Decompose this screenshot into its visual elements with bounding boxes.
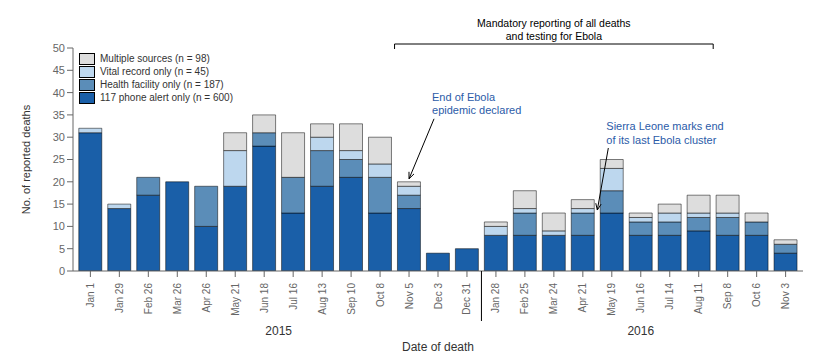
svg-text:Aug 13: Aug 13 xyxy=(317,283,328,315)
svg-text:Jun 18: Jun 18 xyxy=(259,283,270,313)
svg-text:Apr 21: Apr 21 xyxy=(577,283,588,313)
svg-text:Apr 26: Apr 26 xyxy=(201,283,212,313)
svg-text:50: 50 xyxy=(53,42,65,54)
svg-text:15: 15 xyxy=(53,198,65,210)
svg-text:2016: 2016 xyxy=(627,324,654,338)
svg-text:Nov 3: Nov 3 xyxy=(780,283,791,310)
svg-text:Dec 31: Dec 31 xyxy=(461,283,472,315)
html-text:117 phone alert only (n = 600): 117 phone alert only (n = 600) xyxy=(100,92,233,103)
svg-text:Feb 25: Feb 25 xyxy=(519,283,530,315)
svg-text:Mandatory reporting of all dea: Mandatory reporting of all deathsand tes… xyxy=(477,17,631,42)
svg-text:30: 30 xyxy=(53,131,65,143)
svg-text:Jun 16: Jun 16 xyxy=(635,283,646,313)
html-text:Vital record only (n = 45): Vital record only (n = 45) xyxy=(100,66,209,77)
svg-text:Oct 8: Oct 8 xyxy=(375,283,386,307)
svg-text:Jan 1: Jan 1 xyxy=(85,283,96,308)
svg-text:0: 0 xyxy=(59,265,65,277)
svg-text:Jan 29: Jan 29 xyxy=(114,283,125,313)
svg-text:Jan 28: Jan 28 xyxy=(490,283,501,313)
svg-text:Jul 14: Jul 14 xyxy=(664,283,675,310)
html-text:Multiple sources (n = 98): Multiple sources (n = 98) xyxy=(100,53,210,64)
svg-text:Mar 26: Mar 26 xyxy=(172,283,183,315)
svg-text:5: 5 xyxy=(59,243,65,255)
svg-text:Jul 16: Jul 16 xyxy=(288,283,299,310)
svg-text:May 21: May 21 xyxy=(230,283,241,316)
svg-text:2015: 2015 xyxy=(265,324,292,338)
svg-text:Oct 6: Oct 6 xyxy=(751,283,762,307)
svg-text:May 19: May 19 xyxy=(606,283,617,316)
svg-text:40: 40 xyxy=(53,87,65,99)
html-text:Health facility only (n = 187): Health facility only (n = 187) xyxy=(100,79,224,90)
svg-text:10: 10 xyxy=(53,220,65,232)
svg-text:35: 35 xyxy=(53,109,65,121)
svg-text:Dec 3: Dec 3 xyxy=(433,283,444,310)
svg-text:20: 20 xyxy=(53,176,65,188)
svg-text:Sep 10: Sep 10 xyxy=(346,283,357,315)
svg-text:Date of death: Date of death xyxy=(402,340,474,354)
svg-text:45: 45 xyxy=(53,64,65,76)
svg-text:No. of reported deaths: No. of reported deaths xyxy=(20,104,32,214)
svg-text:End of Ebolaepidemic declared: End of Ebolaepidemic declared xyxy=(432,91,521,116)
svg-text:Mar 24: Mar 24 xyxy=(548,283,559,315)
svg-text:Sierra Leone marks endof its l: Sierra Leone marks endof its last Ebola … xyxy=(606,120,723,145)
svg-text:Aug 11: Aug 11 xyxy=(693,283,704,314)
svg-text:Nov 5: Nov 5 xyxy=(404,283,415,310)
svg-text:Feb 26: Feb 26 xyxy=(143,283,154,315)
svg-text:Sep 8: Sep 8 xyxy=(722,283,733,310)
svg-text:25: 25 xyxy=(53,153,65,165)
